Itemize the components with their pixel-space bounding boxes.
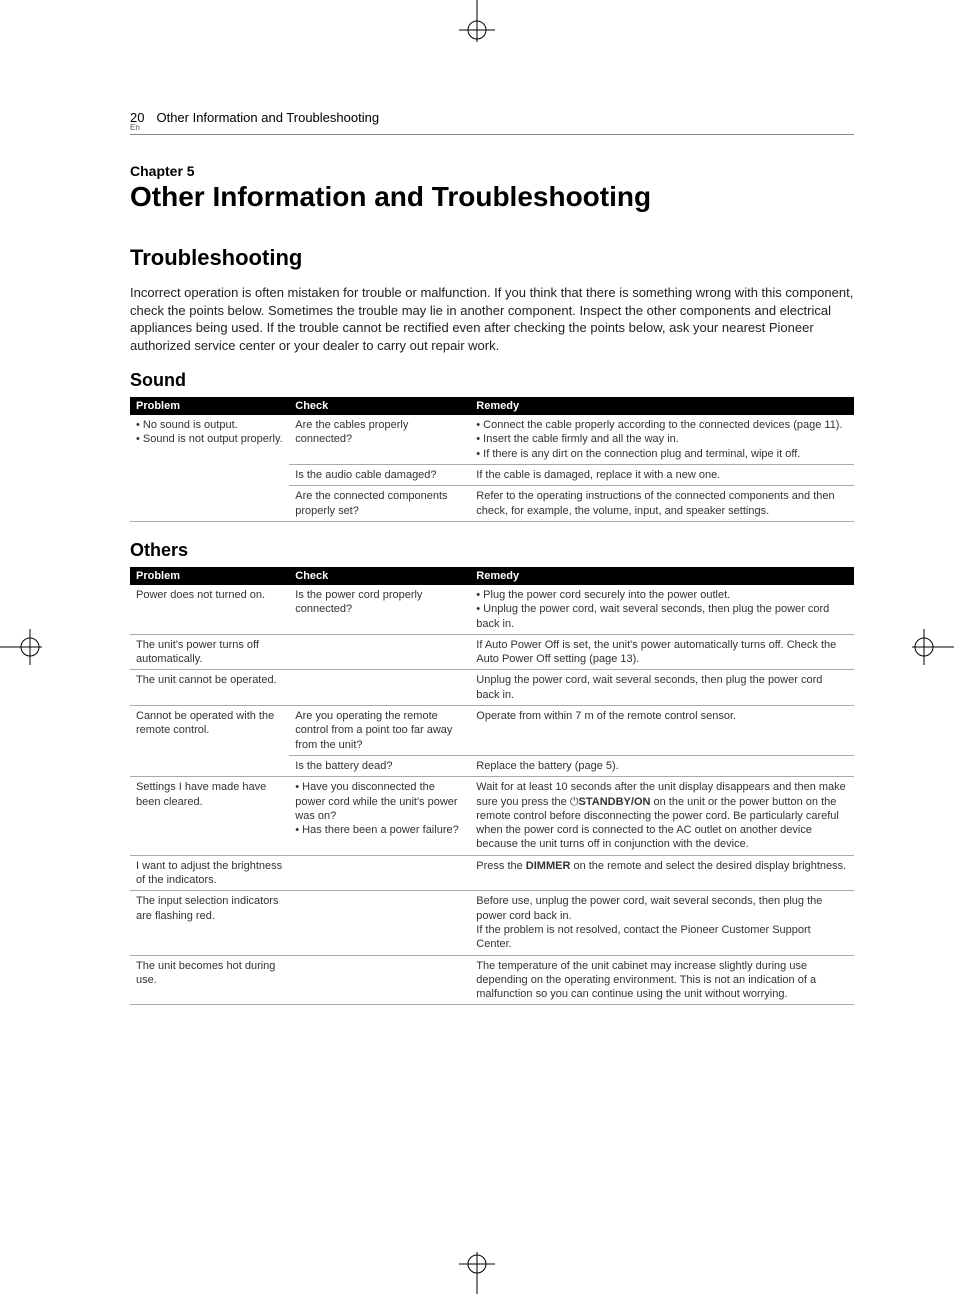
cell-remedy: Wait for at least 10 seconds after the u…: [470, 777, 854, 855]
intro-paragraph: Incorrect operation is often mistaken fo…: [130, 284, 854, 354]
cell-remedy: • Plug the power cord securely into the …: [470, 585, 854, 634]
cell-problem: The unit cannot be operated.: [130, 670, 289, 706]
table-row: The input selection indicators are flash…: [130, 891, 854, 955]
page-content: 20 En Other Information and Troubleshoot…: [0, 0, 954, 1083]
cell-problem: Settings I have made have been cleared.: [130, 777, 289, 855]
cell-problem: Cannot be operated with the remote contr…: [130, 706, 289, 777]
cell-remedy: Operate from within 7 m of the remote co…: [470, 706, 854, 756]
others-table: Problem Check Remedy Power does not turn…: [130, 567, 854, 1005]
sound-table: Problem Check Remedy • No sound is outpu…: [130, 397, 854, 522]
table-row: Settings I have made have been cleared. …: [130, 777, 854, 855]
cell-problem: The unit's power turns off automatically…: [130, 634, 289, 670]
section-heading: Troubleshooting: [130, 245, 854, 271]
cell-check: [289, 634, 470, 670]
col-check: Check: [289, 397, 470, 415]
cell-remedy: Replace the battery (page 5).: [470, 755, 854, 776]
page-title: Other Information and Troubleshooting: [130, 181, 854, 213]
cell-remedy: Refer to the operating instructions of t…: [470, 486, 854, 522]
cell-problem: I want to adjust the brightness of the i…: [130, 855, 289, 891]
cell-check: Are the connected components properly se…: [289, 486, 470, 522]
crop-mark-top: [455, 0, 499, 44]
cell-check: Is the battery dead?: [289, 755, 470, 776]
col-problem: Problem: [130, 567, 289, 585]
col-remedy: Remedy: [470, 397, 854, 415]
cell-problem: The unit becomes hot during use.: [130, 955, 289, 1005]
table-row: • No sound is output. • Sound is not out…: [130, 415, 854, 464]
table-row: The unit's power turns off automatically…: [130, 634, 854, 670]
cell-check: Is the audio cable damaged?: [289, 465, 470, 486]
cell-check: Is the power cord properly connected?: [289, 585, 470, 634]
cell-remedy: The temperature of the unit cabinet may …: [470, 955, 854, 1005]
table-header-row: Problem Check Remedy: [130, 567, 854, 585]
table-row: Cannot be operated with the remote contr…: [130, 706, 854, 756]
cell-check: Are the cables properly connected?: [289, 415, 470, 464]
cell-problem: Power does not turned on.: [130, 585, 289, 634]
cell-check: [289, 855, 470, 891]
others-heading: Others: [130, 540, 854, 561]
cell-check: [289, 891, 470, 955]
cell-check: • Have you disconnected the power cord w…: [289, 777, 470, 855]
table-row: The unit cannot be operated. Unplug the …: [130, 670, 854, 706]
crop-mark-left: [0, 625, 44, 669]
table-row: Power does not turned on. Is the power c…: [130, 585, 854, 634]
table-header-row: Problem Check Remedy: [130, 397, 854, 415]
running-header: 20 En Other Information and Troubleshoot…: [130, 110, 854, 135]
cell-remedy: • Connect the cable properly according t…: [470, 415, 854, 464]
running-header-title: Other Information and Troubleshooting: [156, 110, 379, 125]
cell-problem: The input selection indicators are flash…: [130, 891, 289, 955]
cell-check: [289, 670, 470, 706]
crop-mark-bottom: [455, 1250, 499, 1294]
col-check: Check: [289, 567, 470, 585]
table-row: I want to adjust the brightness of the i…: [130, 855, 854, 891]
cell-remedy: Press the DIMMER on the remote and selec…: [470, 855, 854, 891]
col-remedy: Remedy: [470, 567, 854, 585]
language-code: En: [130, 124, 140, 132]
cell-remedy: Before use, unplug the power cord, wait …: [470, 891, 854, 955]
cell-remedy: If the cable is damaged, replace it with…: [470, 465, 854, 486]
cell-check: Are you operating the remote control fro…: [289, 706, 470, 756]
chapter-label: Chapter 5: [130, 163, 854, 179]
cell-problem: • No sound is output. • Sound is not out…: [130, 415, 289, 521]
crop-mark-right: [910, 625, 954, 669]
sound-heading: Sound: [130, 370, 854, 391]
cell-check: [289, 955, 470, 1005]
cell-remedy: Unplug the power cord, wait several seco…: [470, 670, 854, 706]
col-problem: Problem: [130, 397, 289, 415]
cell-remedy: If Auto Power Off is set, the unit's pow…: [470, 634, 854, 670]
table-row: The unit becomes hot during use. The tem…: [130, 955, 854, 1005]
